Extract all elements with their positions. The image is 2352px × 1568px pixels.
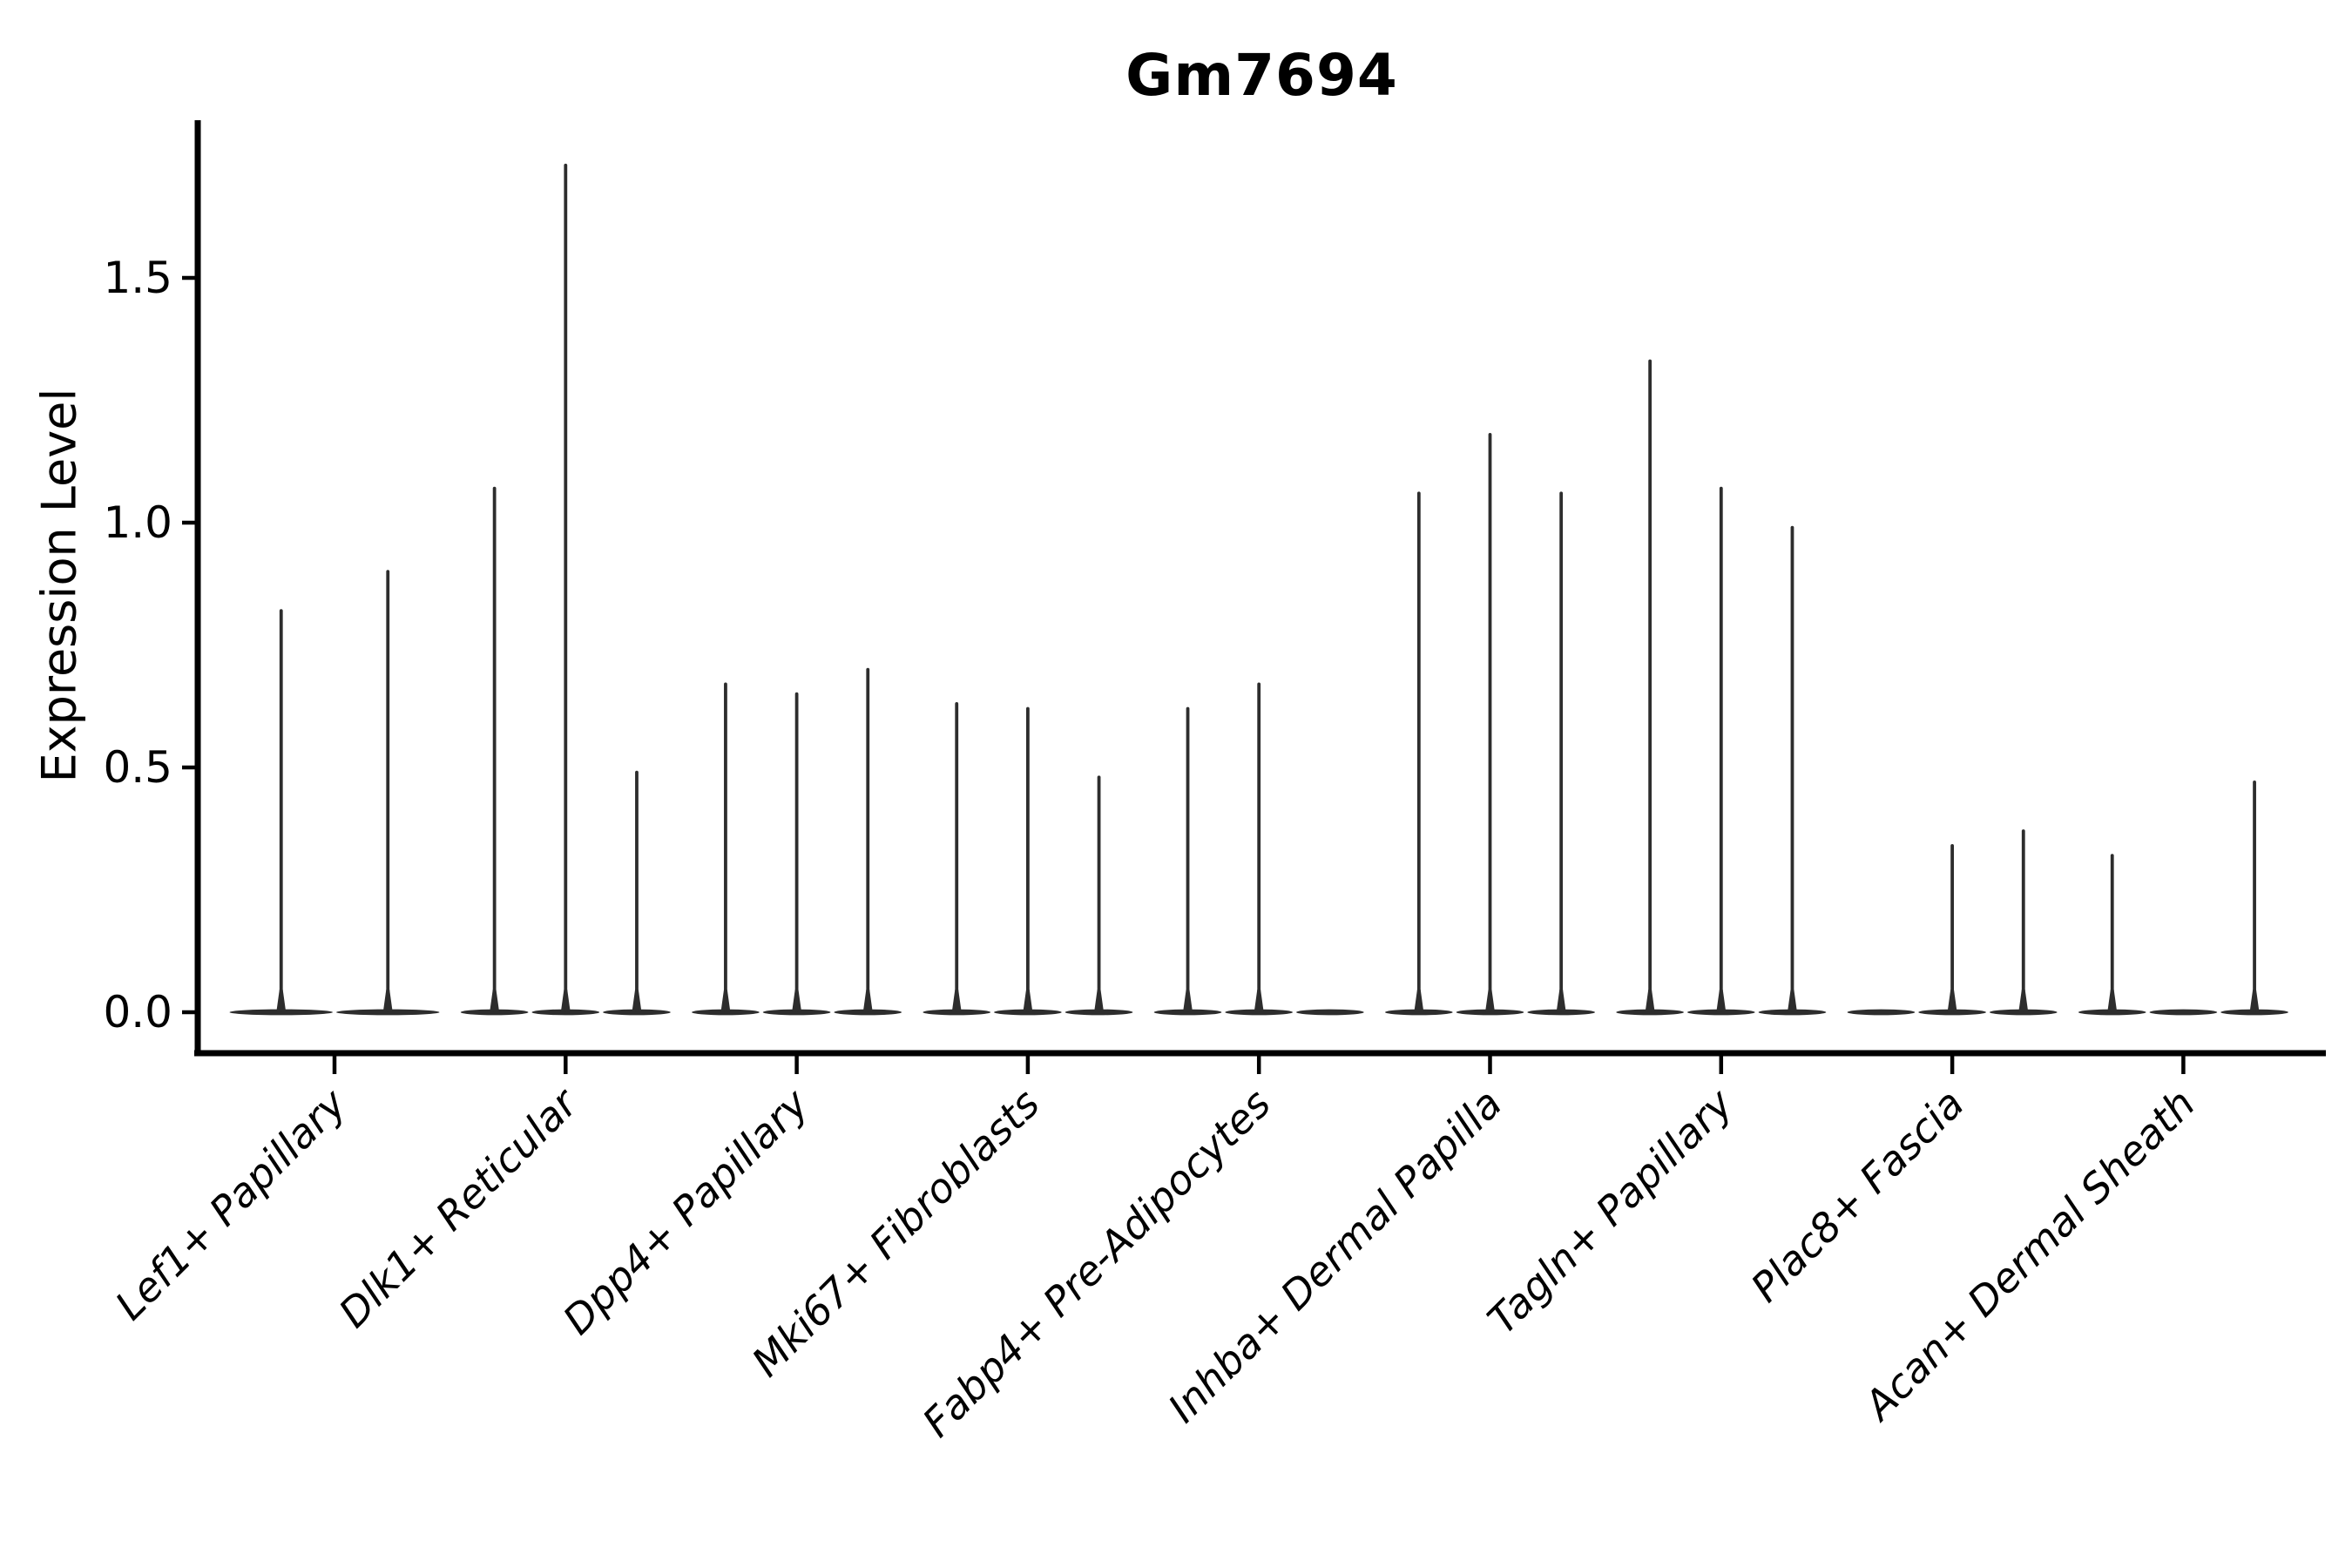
violin-base xyxy=(1296,1009,1364,1016)
y-tick-label: 1.5 xyxy=(103,253,172,303)
chart-title: Gm7694 xyxy=(1125,42,1398,109)
x-tick-label: Plac8+ Fascia xyxy=(1741,1080,1972,1311)
y-tick-label: 0.5 xyxy=(103,742,172,793)
violin-base xyxy=(2149,1009,2218,1016)
x-tick-label: Dpp4+ Papillary xyxy=(554,1079,818,1343)
x-tick-label: Dlk1+ Reticular xyxy=(329,1078,588,1336)
x-tick-label: Tagln+ Papillary xyxy=(1478,1079,1742,1343)
violin-base xyxy=(1847,1009,1916,1016)
y-tick-label: 0.0 xyxy=(103,987,172,1037)
y-tick-label: 1.0 xyxy=(103,497,172,548)
x-tick-label: Lef1+ Papillary xyxy=(106,1079,355,1328)
